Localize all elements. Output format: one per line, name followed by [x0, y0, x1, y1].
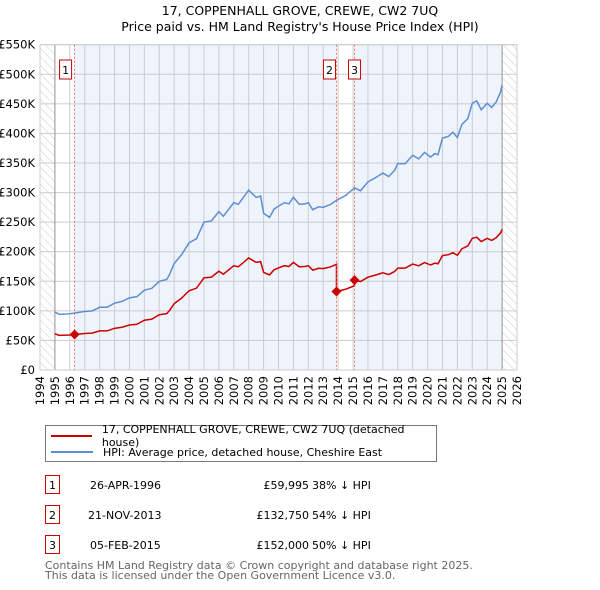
transaction-hpi: 50% ↓ HPI	[312, 539, 371, 552]
x-tick-label: 2004	[182, 376, 196, 405]
x-tick-label: 2012	[301, 376, 315, 405]
chart-subtitle: Price paid vs. HM Land Registry's House …	[121, 19, 479, 34]
y-tick-label: £50K	[6, 333, 36, 347]
x-tick-label: 2013	[316, 376, 330, 405]
transaction-date: 05-FEB-2015	[90, 539, 161, 552]
x-tick-label: 2002	[152, 376, 166, 405]
chart-title: 17, COPPENHALL GROVE, CREWE, CW2 7UQ	[161, 3, 439, 18]
y-tick-label: £300K	[0, 186, 35, 200]
transaction-row: 1 26-APR-1996 £59,995 38% ↓ HPI	[45, 475, 465, 495]
x-tick-label: 2008	[242, 376, 256, 405]
footer-licence: This data is licensed under the Open Gov…	[45, 569, 396, 582]
y-tick-label: £100K	[0, 304, 35, 318]
x-tick-label: 2024	[480, 376, 494, 405]
x-tick-label: 1995	[48, 376, 62, 405]
x-tick-label: 1999	[108, 376, 122, 405]
x-tick-label: 2016	[361, 376, 375, 405]
y-tick-label: £450K	[0, 97, 35, 111]
sale-label-box	[59, 59, 73, 80]
legend-hpi-swatch	[51, 451, 93, 453]
legend-property-label: 17, COPPENHALL GROVE, CREWE, CW2 7UQ (de…	[101, 423, 405, 449]
y-tick-label: £350K	[0, 156, 35, 170]
x-tick-label: 2006	[212, 376, 226, 405]
hpi-line	[54, 84, 503, 316]
plot-border	[39, 44, 518, 371]
transaction-hpi: 38% ↓ HPI	[312, 479, 371, 492]
x-tick-label: 2022	[450, 376, 464, 405]
property-price-line	[54, 229, 503, 337]
x-tick-label: 2005	[197, 376, 211, 405]
x-tick-label: 2017	[376, 376, 390, 405]
transaction-hpi: 54% ↓ HPI	[312, 509, 371, 522]
x-tick-label: 2001	[137, 376, 151, 405]
sale-label: 1	[62, 64, 69, 77]
transaction-row: 2 21-NOV-2013 £132,750 54% ↓ HPI	[45, 505, 465, 525]
legend-property-swatch	[51, 435, 92, 437]
y-tick-label: £400K	[0, 126, 35, 140]
x-tick-label: 2018	[391, 376, 405, 405]
x-tick-label: 2009	[257, 376, 271, 405]
sale-point	[69, 329, 80, 340]
x-tick-label: 2014	[331, 376, 345, 405]
x-tick-label: 2020	[421, 376, 435, 405]
legend-hpi-label: HPI: Average price, detached house, Ches…	[103, 445, 383, 459]
transaction-date: 26-APR-1996	[90, 479, 162, 492]
y-tick-label: £500K	[0, 67, 35, 81]
x-tick-label: 2019	[406, 376, 420, 405]
sale-label: 2	[326, 64, 333, 77]
ownership-shade	[354, 44, 503, 370]
y-tick-label: £250K	[0, 215, 35, 229]
y-tick-label: £150K	[0, 274, 35, 288]
transaction-date: 21-NOV-2013	[88, 509, 162, 522]
hatched-region-before	[40, 44, 55, 370]
sale-label-box	[322, 59, 336, 80]
ownership-shade	[74, 44, 337, 370]
sale-point	[349, 275, 360, 286]
x-tick-label: 2021	[435, 376, 449, 405]
x-tick-label: 2026	[510, 376, 524, 405]
transaction-price: £152,000	[256, 539, 310, 552]
x-tick-label: 2007	[227, 376, 241, 405]
y-tick-label: £0	[20, 363, 35, 377]
x-tick-label: 2000	[122, 376, 136, 405]
price-chart: £0 £50K £100K £150K £200K £250K £300K £350K £400…	[0, 38, 524, 406]
x-tick-label: 1994	[33, 376, 47, 405]
sale-label: 3	[351, 64, 358, 77]
x-tick-label: 2015	[346, 376, 360, 405]
x-tick-label: 1997	[78, 376, 92, 405]
x-tick-label: 1998	[93, 376, 107, 405]
transaction-marker: 3	[45, 535, 60, 554]
footer-copyright: Contains HM Land Registry data © Crown c…	[45, 559, 473, 572]
transaction-row: 3 05-FEB-2015 £152,000 50% ↓ HPI	[45, 535, 465, 555]
sale-point	[331, 286, 342, 297]
x-tick-label: 2025	[495, 376, 509, 405]
y-tick-label: £550K	[0, 38, 35, 52]
transaction-marker: 2	[45, 505, 60, 524]
transaction-marker: 1	[45, 475, 60, 494]
transaction-price: £132,750	[256, 509, 310, 522]
hatched-region-after	[502, 44, 517, 370]
x-tick-label: 2011	[286, 376, 300, 405]
y-tick-label: £200K	[0, 245, 35, 259]
x-tick-label: 2010	[272, 376, 286, 405]
sale-label-box	[348, 59, 362, 80]
x-tick-label: 2003	[167, 376, 181, 405]
x-tick-label: 2023	[465, 376, 479, 405]
legend: 17, COPPENHALL GROVE, CREWE, CW2 7UQ (de…	[45, 423, 437, 462]
transaction-price: £59,995	[263, 479, 310, 492]
x-tick-label: 1996	[63, 376, 77, 405]
